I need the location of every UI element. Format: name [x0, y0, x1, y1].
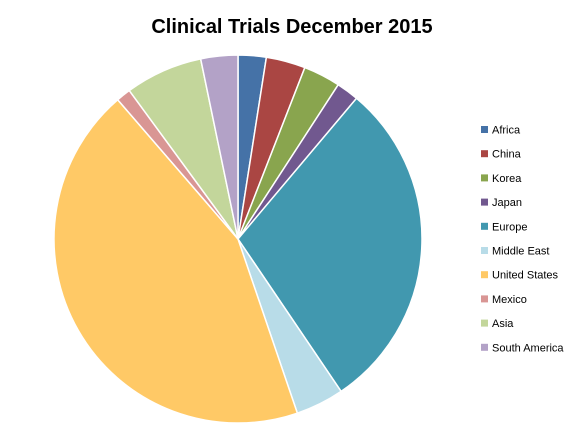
chart-title: Clinical Trials December 2015: [151, 16, 432, 38]
legend-swatch-middle-east: [481, 247, 488, 254]
legend: Africa China Korea Japan Europe Middle East Un…: [481, 125, 564, 354]
legend-swatch-united-states: [481, 271, 488, 279]
legend-label-china: China: [492, 149, 522, 161]
pie-slice-united-states: [53, 99, 299, 424]
pie-slice-europe: [237, 97, 423, 393]
legend-swatch-china: [481, 150, 488, 158]
legend-swatch-south-america: [481, 343, 488, 351]
legend-swatch-africa: [481, 126, 488, 133]
legend-label-europe: Europe: [492, 221, 527, 233]
legend-swatch-japan: [481, 198, 488, 206]
legend-label-mexico: Mexico: [492, 294, 527, 306]
legend-label-asia: Asia: [492, 318, 514, 330]
legend-swatch-korea: [481, 174, 488, 182]
legend-label-south-america: South America: [492, 342, 564, 354]
legend-swatch-asia: [481, 319, 488, 327]
legend-label-japan: Japan: [492, 197, 522, 209]
legend-label-africa: Africa: [492, 125, 521, 137]
legend-label-korea: Korea: [492, 173, 522, 185]
pie-slices: [53, 54, 423, 424]
legend-swatch-mexico: [481, 295, 488, 303]
legend-swatch-europe: [481, 222, 488, 230]
legend-label-united-states: United States: [492, 270, 559, 282]
legend-label-middle-east: Middle East: [492, 246, 549, 258]
pie-slice-south-america: [199, 54, 239, 240]
